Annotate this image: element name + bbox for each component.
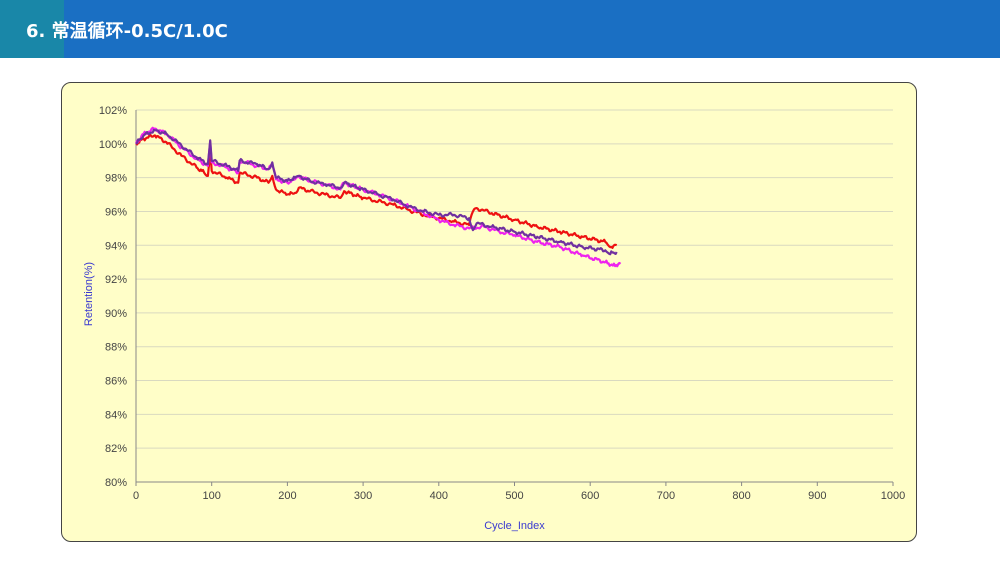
x-tick-labels: 0 100 200 300 400 500 600 700 800 900 1000 xyxy=(133,490,905,502)
header-bar: 6. 常温循环-0.5C/1.0C xyxy=(0,0,1000,58)
x-tick-label: 200 xyxy=(278,490,296,502)
x-tick-label: 600 xyxy=(581,490,599,502)
x-tick-label: 1000 xyxy=(881,490,905,502)
y-tick-labels: 80% 82% 84% 86% 88% 90% 92% 94% 96% 98% 100% 102% xyxy=(99,105,127,489)
chart-axes xyxy=(135,110,894,486)
y-tick-label: 86% xyxy=(105,376,127,388)
page-title: 6. 常温循环-0.5C/1.0C xyxy=(26,21,228,42)
y-tick-label: 92% xyxy=(105,274,127,286)
x-tick-label: 500 xyxy=(505,490,523,502)
y-tick-label: 96% xyxy=(105,206,127,218)
series-line-1 xyxy=(135,133,618,249)
x-tick-label: 100 xyxy=(203,490,221,502)
y-tick-label: 98% xyxy=(105,173,127,185)
y-tick-label: 82% xyxy=(105,443,127,455)
y-tick-label: 88% xyxy=(105,342,127,354)
x-tick-label: 900 xyxy=(808,490,826,502)
x-axis-title: Cycle_Index xyxy=(484,520,545,532)
y-tick-label: 100% xyxy=(99,139,127,151)
y-tick-label: 84% xyxy=(105,409,127,421)
y-axis-title: Retention(%) xyxy=(83,262,95,326)
chart-series xyxy=(134,126,622,268)
series-line-3 xyxy=(135,128,618,256)
x-tick-label: 300 xyxy=(354,490,372,502)
y-tick-label: 102% xyxy=(99,105,127,117)
chart-panel xyxy=(61,82,917,542)
chart-gridlines xyxy=(136,109,893,449)
y-tick-label: 90% xyxy=(105,308,127,320)
y-tick-label: 80% xyxy=(105,477,127,489)
x-tick-label: 0 xyxy=(133,490,139,502)
x-tick-label: 700 xyxy=(657,490,675,502)
x-tick-label: 800 xyxy=(732,490,750,502)
y-tick-label: 94% xyxy=(105,240,127,252)
x-tick-label: 400 xyxy=(430,490,448,502)
header-accent-block xyxy=(0,0,64,58)
